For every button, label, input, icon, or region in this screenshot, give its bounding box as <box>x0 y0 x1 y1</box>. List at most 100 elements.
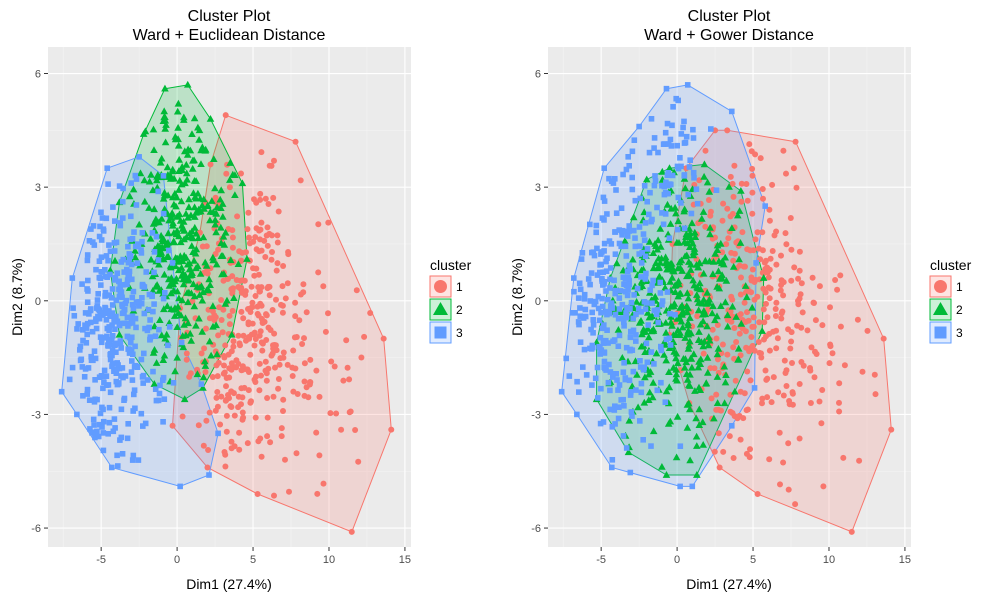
cluster-2-point <box>736 239 745 246</box>
cluster-2-point <box>177 197 186 205</box>
cluster-3-point <box>644 246 651 252</box>
cluster-1-point <box>769 248 776 254</box>
cluster-2-point <box>155 287 164 294</box>
cluster-3-point <box>85 365 92 371</box>
cluster-3-point <box>615 415 622 422</box>
cluster-2-point <box>207 351 215 359</box>
cluster-1-point <box>744 368 751 375</box>
cluster-2-point <box>139 130 148 137</box>
cluster-2-point <box>665 383 674 391</box>
cluster-3-point <box>604 311 610 318</box>
cluster-3-point <box>623 314 629 321</box>
cluster-3-point <box>145 306 152 313</box>
cluster-1-point <box>280 263 287 269</box>
cluster-3-point <box>169 260 176 266</box>
cluster-3-point <box>605 379 612 386</box>
cluster-1-point <box>340 377 347 384</box>
cluster-1-point <box>200 442 207 449</box>
cluster-3-point <box>116 293 123 300</box>
cluster-1-point <box>169 422 176 429</box>
cluster-3-point <box>600 269 606 275</box>
cluster-2-point <box>179 280 188 288</box>
cluster-2-point <box>721 298 730 306</box>
cluster-3-point <box>637 243 643 249</box>
cluster-2-point <box>176 216 185 224</box>
cluster-2-point <box>174 123 182 131</box>
cluster-2-point <box>713 399 722 406</box>
cluster-3-point <box>594 245 600 252</box>
cluster-3-point <box>617 288 624 294</box>
cluster-3-point <box>114 270 121 276</box>
cluster-3-point <box>129 377 136 383</box>
legend-label-1: 1 <box>456 280 463 294</box>
cluster-2-point <box>734 344 743 352</box>
cluster-1-point <box>798 280 805 287</box>
cluster-1-point <box>864 327 871 334</box>
cluster-3-point <box>591 252 598 259</box>
cluster-3-point <box>113 349 119 355</box>
cluster-3-point <box>677 443 684 449</box>
cluster-2-point <box>182 210 190 217</box>
cluster-3-point <box>128 339 134 346</box>
cluster-1-point <box>778 315 785 322</box>
cluster-3-point <box>105 382 112 388</box>
cluster-1-point <box>745 287 752 294</box>
cluster-2-point <box>637 277 646 285</box>
cluster-1-point <box>279 309 286 316</box>
cluster-1-point <box>325 219 332 226</box>
cluster-3-point <box>110 428 117 435</box>
cluster-3-point <box>116 365 123 372</box>
y-tick-label: -6 <box>31 523 41 535</box>
cluster-1-point <box>273 267 280 274</box>
cluster-2-point <box>672 370 681 378</box>
cluster-1-point <box>265 324 272 331</box>
cluster-2-point <box>721 378 730 386</box>
cluster-2-point <box>171 367 179 375</box>
cluster-1-point <box>198 350 205 357</box>
cluster-3-point <box>129 457 136 463</box>
cluster-3-point <box>620 369 627 375</box>
cluster-3-point <box>124 281 130 288</box>
cluster-1-point <box>213 394 220 401</box>
cluster-3-point <box>630 368 637 375</box>
cluster-1-point <box>222 397 229 404</box>
cluster-2-point <box>721 253 729 261</box>
cluster-1-point <box>206 409 213 416</box>
cluster-2-point <box>159 117 168 124</box>
cluster-2-point <box>688 363 696 371</box>
cluster-3-point <box>120 215 126 221</box>
cluster-1-point <box>743 344 750 351</box>
cluster-3-point <box>97 334 104 340</box>
cluster-3-point <box>600 340 607 346</box>
cluster-2-point <box>163 253 171 260</box>
cluster-2-point <box>201 362 210 369</box>
cluster-3-point <box>626 228 632 234</box>
cluster-3-point <box>646 211 652 218</box>
cluster-2-point <box>717 302 725 309</box>
cluster-3-point <box>150 368 156 375</box>
cluster-3-point <box>126 346 133 353</box>
cluster-3-point <box>593 222 600 229</box>
cluster-1-point <box>263 232 270 239</box>
cluster-2-point <box>684 328 692 336</box>
cluster-1-point <box>264 395 271 401</box>
cluster-3-point <box>91 422 97 428</box>
cluster-3-point <box>662 189 669 196</box>
cluster-2-point <box>678 267 686 274</box>
cluster-2-point <box>710 414 718 422</box>
cluster-3-point <box>90 416 97 423</box>
cluster-1-point <box>352 427 359 433</box>
cluster-2-point <box>759 274 768 281</box>
cluster-1-point <box>301 360 308 367</box>
cluster-1-point <box>238 401 244 408</box>
cluster-1-point <box>275 376 282 382</box>
cluster-2-point <box>217 223 225 231</box>
cluster-1-point <box>289 364 296 371</box>
cluster-2-point <box>190 257 198 264</box>
cluster-3-point <box>579 250 586 256</box>
cluster-2-point <box>645 388 654 396</box>
cluster-2-point <box>662 319 670 326</box>
cluster-3-point <box>103 253 110 259</box>
cluster-2-point <box>652 259 660 267</box>
cluster-1-point <box>228 438 235 445</box>
